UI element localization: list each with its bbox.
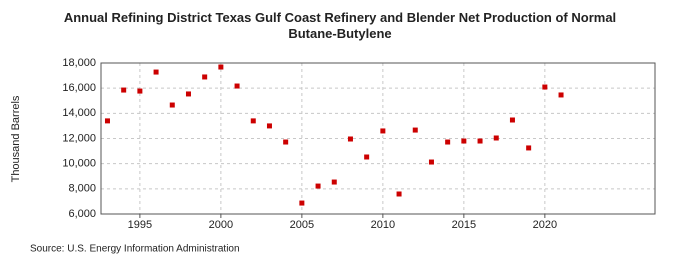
- point: [526, 145, 532, 151]
- point: [218, 64, 224, 70]
- y-tick-label: 12,000: [62, 132, 96, 144]
- point: [153, 69, 159, 75]
- point: [509, 117, 515, 123]
- source-note: Source: U.S. Energy Information Administ…: [30, 244, 240, 255]
- y-tick-label: 14,000: [62, 107, 96, 119]
- point: [185, 91, 191, 97]
- point: [169, 102, 175, 108]
- point: [542, 84, 548, 90]
- point: [364, 154, 370, 160]
- x-tick-label: 2015: [452, 219, 476, 231]
- point: [558, 92, 564, 98]
- point: [234, 83, 240, 89]
- y-tick-label: 16,000: [62, 82, 96, 94]
- point: [380, 128, 386, 134]
- point: [445, 139, 451, 145]
- point: [250, 118, 256, 124]
- point: [347, 136, 353, 142]
- point: [493, 135, 499, 141]
- y-tick-label: 18,000: [62, 57, 96, 69]
- point: [396, 191, 402, 197]
- x-tick-label: 2010: [371, 219, 395, 231]
- y-tick-label: 10,000: [62, 158, 96, 170]
- y-axis-label: Thousand Barrels: [10, 95, 22, 182]
- point: [461, 138, 467, 144]
- point: [121, 87, 127, 93]
- y-tick-label: 8,000: [68, 183, 96, 195]
- plot-frame: [100, 62, 656, 215]
- x-tick-label: 1995: [128, 219, 152, 231]
- x-tick-label: 2020: [533, 219, 557, 231]
- point: [477, 138, 483, 144]
- point: [299, 200, 305, 206]
- point: [412, 127, 418, 133]
- point: [331, 179, 337, 185]
- point: [428, 159, 434, 165]
- point: [315, 183, 321, 189]
- point: [137, 88, 143, 94]
- point: [266, 123, 272, 129]
- x-tick-label: 2000: [209, 219, 233, 231]
- point: [202, 74, 208, 80]
- x-tick-label: 2005: [290, 219, 314, 231]
- point: [283, 139, 289, 145]
- point: [104, 118, 110, 124]
- y-tick-label: 6,000: [68, 208, 96, 220]
- chart-title: Annual Refining District Texas Gulf Coas…: [63, 10, 617, 41]
